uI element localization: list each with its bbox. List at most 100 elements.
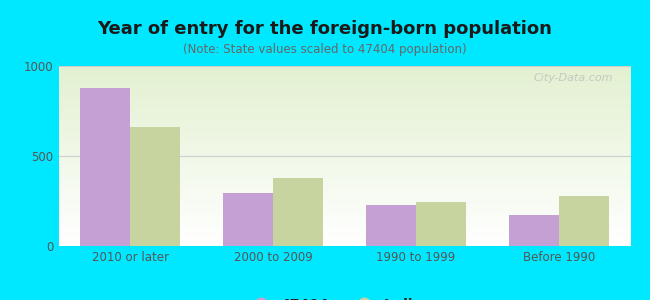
Bar	[130, 127, 180, 246]
Bar	[58, 66, 630, 67]
Bar	[58, 206, 630, 207]
Bar	[58, 201, 630, 202]
Bar	[58, 227, 630, 228]
Bar	[58, 107, 630, 108]
Bar	[58, 194, 630, 195]
Bar	[58, 96, 630, 97]
Bar	[58, 71, 630, 72]
Bar	[58, 144, 630, 145]
Bar	[58, 197, 630, 198]
Bar	[58, 91, 630, 92]
Bar	[58, 111, 630, 112]
Bar	[58, 189, 630, 190]
Bar	[58, 208, 630, 209]
Bar	[58, 114, 630, 115]
Bar	[58, 149, 630, 150]
Bar	[58, 148, 630, 149]
Bar	[58, 230, 630, 231]
Bar	[58, 139, 630, 140]
Bar	[58, 186, 630, 187]
Bar	[58, 155, 630, 156]
Bar	[58, 185, 630, 186]
Bar	[58, 72, 630, 73]
Bar	[58, 231, 630, 232]
Bar	[58, 190, 630, 191]
Bar	[58, 161, 630, 162]
Bar	[58, 113, 630, 114]
Bar	[58, 177, 630, 178]
Bar	[58, 221, 630, 222]
Bar	[58, 97, 630, 98]
Bar	[58, 196, 630, 197]
Bar	[58, 211, 630, 212]
Bar	[58, 220, 630, 221]
Bar	[58, 205, 630, 206]
Bar	[58, 167, 630, 168]
Bar	[58, 164, 630, 165]
Bar	[58, 244, 630, 245]
Bar	[58, 122, 630, 123]
Bar	[58, 103, 630, 104]
Bar	[58, 138, 630, 139]
Bar	[58, 232, 630, 233]
Bar	[58, 89, 630, 90]
Bar	[58, 115, 630, 116]
Bar	[58, 242, 630, 243]
Bar	[58, 136, 630, 137]
Bar	[58, 210, 630, 211]
Bar	[58, 166, 630, 167]
Bar	[58, 106, 630, 107]
Bar	[58, 170, 630, 171]
Bar	[58, 215, 630, 216]
Bar	[58, 229, 630, 230]
Bar	[58, 109, 630, 110]
Bar	[58, 145, 630, 146]
Bar	[58, 225, 630, 226]
Bar	[58, 195, 630, 196]
Bar	[58, 117, 630, 118]
Bar	[366, 205, 416, 246]
Bar	[58, 133, 630, 134]
Bar	[58, 75, 630, 76]
Bar	[58, 82, 630, 83]
Bar	[509, 214, 559, 246]
Bar	[58, 154, 630, 155]
Bar	[58, 123, 630, 124]
Bar	[58, 130, 630, 131]
Legend: 47404, Indiana: 47404, Indiana	[242, 292, 447, 300]
Bar	[58, 150, 630, 151]
Text: (Note: State values scaled to 47404 population): (Note: State values scaled to 47404 popu…	[183, 44, 467, 56]
Bar	[58, 112, 630, 113]
Bar	[58, 202, 630, 203]
Bar	[58, 188, 630, 189]
Bar	[58, 214, 630, 215]
Bar	[58, 141, 630, 142]
Bar	[58, 78, 630, 79]
Bar	[58, 135, 630, 136]
Bar	[58, 198, 630, 199]
Bar	[58, 129, 630, 130]
Bar	[58, 95, 630, 96]
Bar	[58, 187, 630, 188]
Text: City-Data.com: City-Data.com	[534, 73, 614, 83]
Bar	[58, 204, 630, 205]
Bar	[58, 173, 630, 174]
Bar	[58, 217, 630, 218]
Bar	[58, 212, 630, 213]
Bar	[58, 84, 630, 85]
Bar	[58, 81, 630, 82]
Bar	[58, 203, 630, 204]
Bar	[58, 168, 630, 169]
Bar	[58, 110, 630, 111]
Bar	[58, 88, 630, 89]
Bar	[58, 131, 630, 132]
Bar	[58, 199, 630, 200]
Bar	[58, 236, 630, 237]
Bar	[58, 79, 630, 80]
Bar	[58, 90, 630, 91]
Bar	[58, 100, 630, 101]
Bar	[58, 162, 630, 163]
Bar	[58, 124, 630, 125]
Bar	[58, 125, 630, 126]
Bar	[58, 179, 630, 180]
